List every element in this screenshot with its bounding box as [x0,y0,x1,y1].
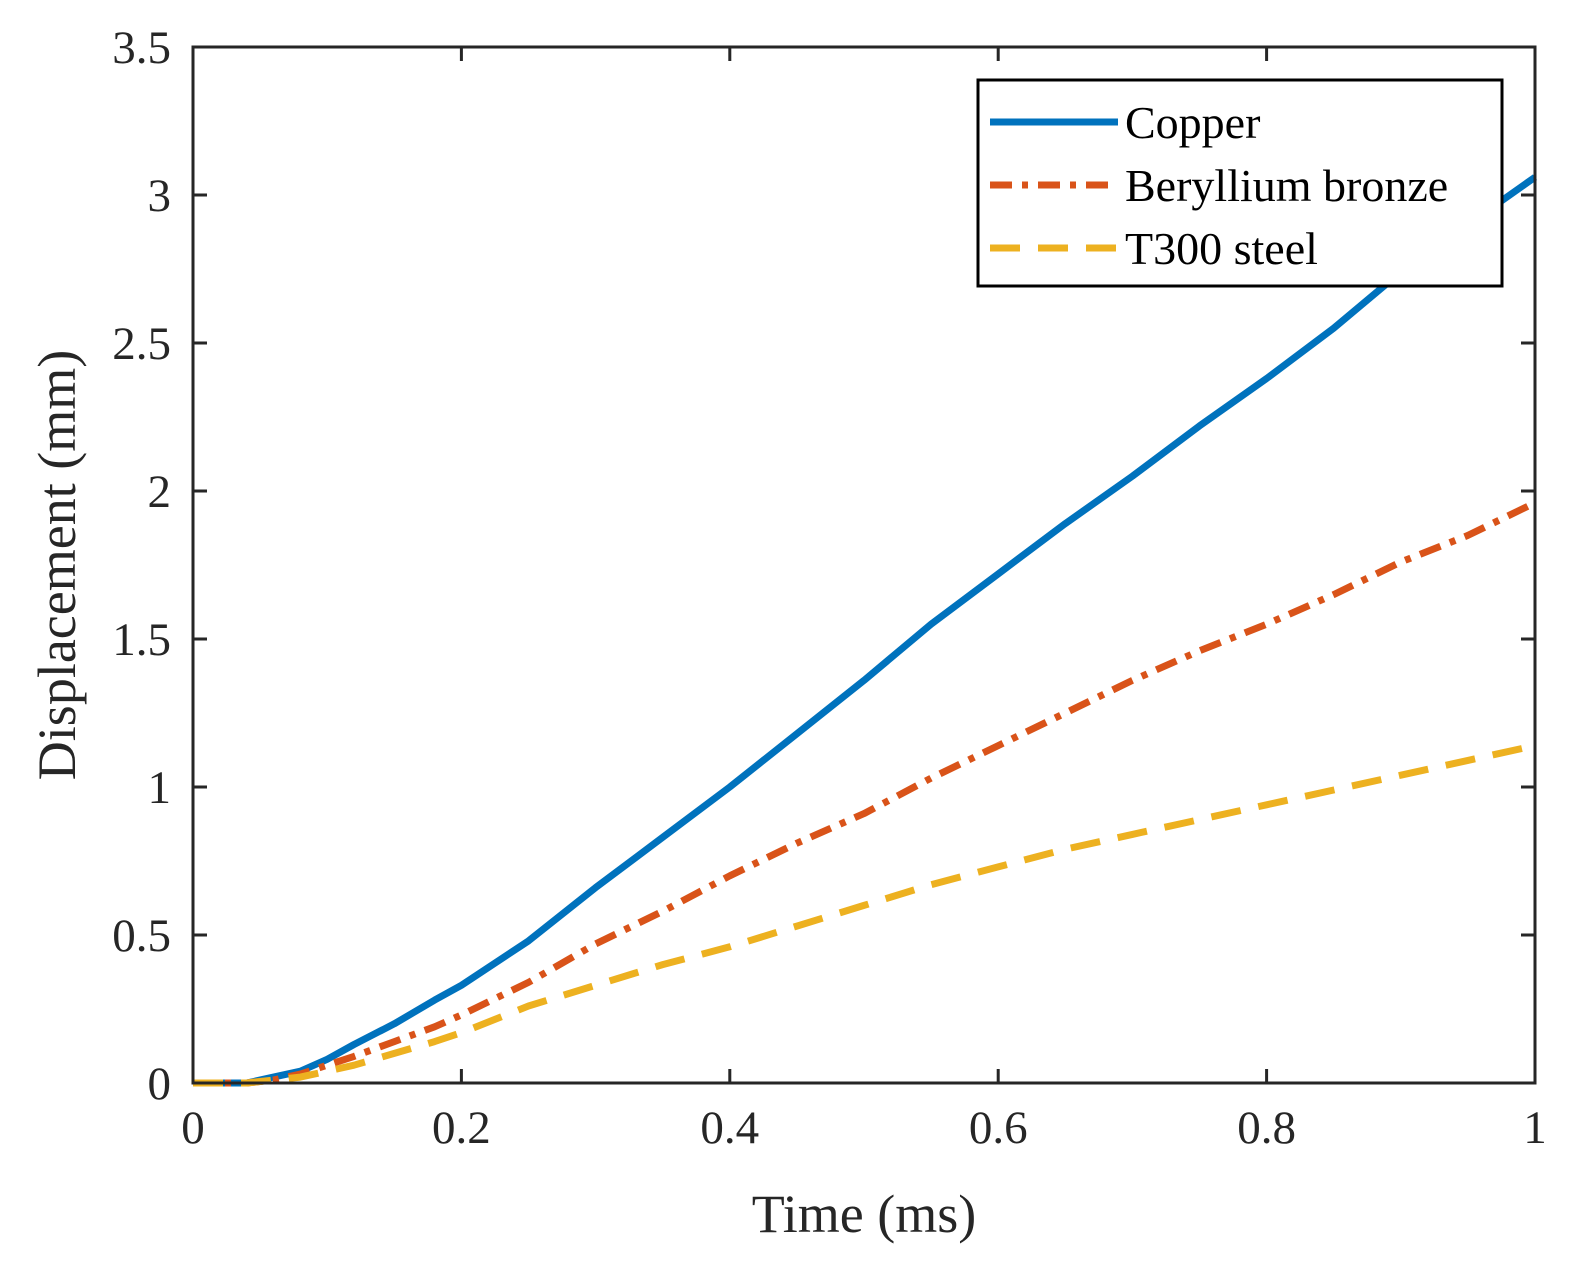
series-line-3 [193,742,1536,1087]
y-tick-label-7: 3.5 [112,22,171,74]
plot-area-frame [191,45,1537,1085]
y-tick-label-3: 1.5 [112,614,171,666]
x-tick-label-2: 0.4 [700,1102,759,1154]
x-axis-label: Time (ms) [752,1184,977,1244]
legend-box [976,78,1504,288]
x-tick-label-0: 0 [181,1102,205,1154]
legend-label-3: T300 steel [1125,223,1318,274]
x-tick-label-3: 0.6 [969,1102,1028,1154]
y-tick-label-0: 0 [148,1058,172,1110]
series-layer [193,174,1538,1087]
y-tick-label-5: 2.5 [112,318,171,370]
x-tick-label-5: 1 [1523,1102,1547,1154]
legend-label-2: Beryllium bronze [1125,160,1448,211]
y-tick-label-2: 1 [148,762,172,814]
y-tick-label-6: 3 [148,170,172,222]
x-tick-label-1: 0.2 [432,1102,491,1154]
y-axis-label: Displacement (mm) [27,350,87,780]
y-tick-label-4: 2 [148,466,172,518]
legend: Copper Beryllium bronze T300 steel [976,78,1504,288]
axes-layer: 0 0.2 0.4 0.6 0.8 1 0 0.5 1 1.5 2 2.5 3 3.5 [112,22,1547,1154]
legend-label-1: Copper [1125,97,1260,148]
y-tick-label-1: 0.5 [112,910,171,962]
x-tick-label-4: 0.8 [1237,1102,1296,1154]
